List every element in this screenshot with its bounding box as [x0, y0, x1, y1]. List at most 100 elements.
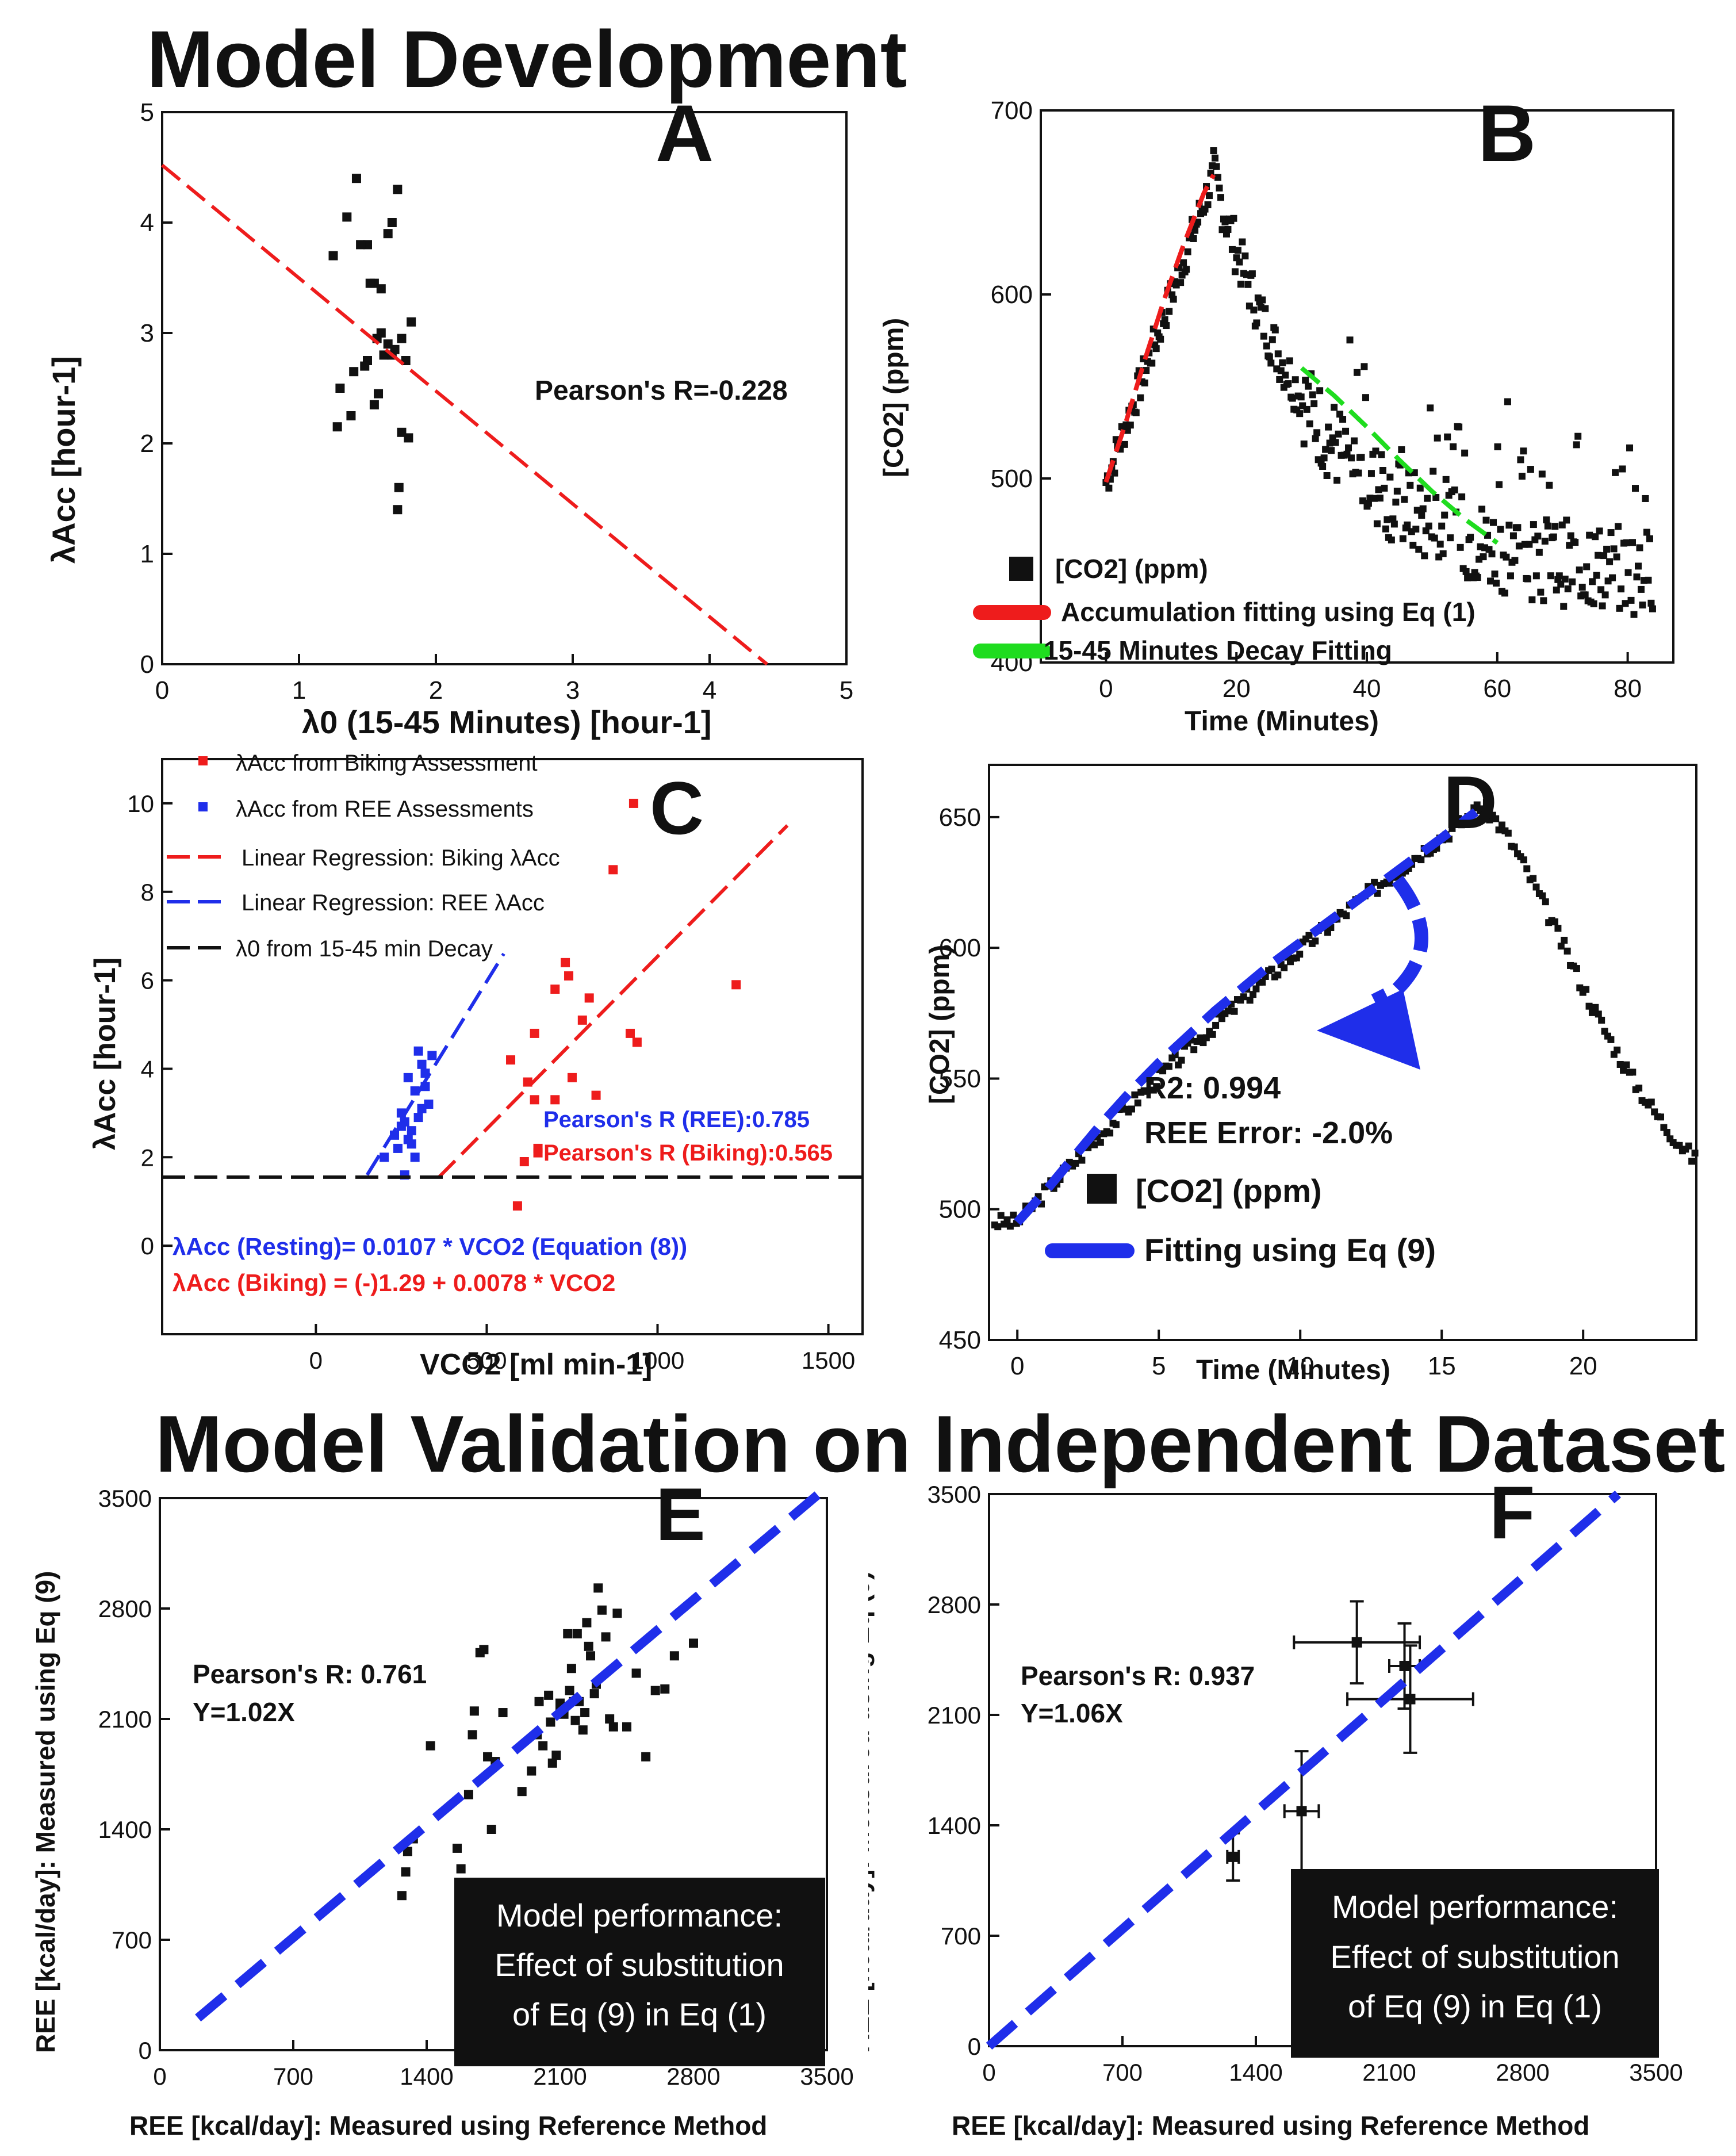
point-b-216 [1412, 526, 1420, 533]
point-b-343 [1595, 552, 1602, 559]
x-tick-label-d-1: 5 [1152, 1352, 1166, 1380]
point-b-92 [1234, 247, 1241, 254]
point-f-3 [1399, 1660, 1410, 1671]
point-b-303 [1537, 588, 1545, 596]
point-e-0-13 [486, 1825, 496, 1834]
point-d-26 [1072, 1159, 1079, 1167]
x-tick-label-b-0: 0 [1099, 675, 1113, 703]
point-b-372 [1636, 544, 1643, 552]
point-a-0-25 [383, 229, 393, 239]
point-b-233 [1436, 541, 1444, 548]
point-a-0-28 [407, 317, 416, 327]
point-e-0-50 [580, 1708, 590, 1718]
point-d-83 [1250, 991, 1257, 998]
point-b-212 [1407, 481, 1414, 489]
point-c-0-19 [512, 1201, 522, 1211]
panel-f-equation: Y=1.06X [1021, 1698, 1123, 1728]
point-d-52 [1153, 1083, 1160, 1090]
point-b-160 [1332, 439, 1339, 446]
plot-e: 0 700 1400 2100 2800 3500 0 700 1400 2100 2800 3500 [98, 1483, 854, 2090]
point-b-230 [1432, 493, 1440, 501]
x-tick-label-e-3: 2100 [533, 2063, 587, 2090]
point-b-282 [1507, 572, 1514, 580]
point-b-296 [1527, 466, 1534, 473]
panel-f-pearson: Pearson's R: 0.937 [1021, 1661, 1255, 1691]
point-d-44 [1128, 1105, 1135, 1113]
panel-a-pearson: Pearson's R=-0.228 [535, 376, 788, 406]
point-b-56 [1183, 266, 1190, 273]
point-d-60 [1178, 1056, 1185, 1064]
point-b-295 [1526, 541, 1533, 548]
plot-f: 0 700 1400 2100 2800 3500 0 700 1400 2100 2800 3500 [928, 1481, 1683, 2086]
point-d-176 [1539, 892, 1546, 899]
x-tick-label-c-0: 0 [309, 1347, 323, 1374]
point-b-135 [1296, 410, 1304, 418]
point-b-201 [1390, 520, 1398, 528]
point-b-278 [1501, 589, 1508, 597]
point-a-0-10 [335, 384, 345, 393]
x-tick-label-b-2: 40 [1353, 675, 1381, 703]
point-e-0-31 [578, 1725, 588, 1735]
point-b-320 [1561, 575, 1569, 583]
point-b-280 [1504, 398, 1511, 405]
y-tick-label-c-4: 8 [141, 879, 154, 906]
point-d-225 [1691, 1150, 1699, 1157]
point-c-0-17 [519, 1157, 529, 1166]
y-tick-label-a-5: 5 [140, 98, 154, 127]
point-c-0-14 [731, 980, 741, 990]
point-b-103 [1250, 307, 1258, 314]
point-d-98 [1296, 951, 1304, 958]
point-d-32 [1091, 1141, 1098, 1148]
point-b-322 [1564, 585, 1572, 592]
point-b-330 [1576, 566, 1583, 574]
point-b-234 [1438, 522, 1446, 530]
point-b-289 [1517, 456, 1524, 464]
point-b-61 [1190, 235, 1197, 242]
point-d-187 [1573, 965, 1580, 972]
point-b-13 [1121, 441, 1128, 448]
legend-d-co2: [CO2] (ppm) [1136, 1173, 1322, 1209]
panel-c-eq-resting: λAcc (Resting)= 0.0107 * VCO2 (Equation … [173, 1233, 687, 1260]
x-tick-label-f-0: 0 [982, 2059, 995, 2086]
x-tick-label-d-3: 15 [1428, 1352, 1456, 1380]
point-b-298 [1530, 521, 1537, 529]
y-tick-label-d-3: 600 [939, 934, 981, 962]
point-b-6 [1111, 469, 1118, 477]
point-b-115 [1267, 359, 1275, 367]
point-b-79 [1216, 184, 1223, 192]
x-tick-label-e-0: 0 [153, 2063, 166, 2090]
panel-d-arrow [1371, 875, 1428, 1007]
point-b-90 [1231, 268, 1239, 275]
point-b-237 [1442, 476, 1450, 483]
point-b-151 [1319, 463, 1327, 470]
point-b-366 [1627, 596, 1635, 604]
point-e-0-28 [570, 1715, 580, 1725]
point-b-153 [1322, 446, 1329, 453]
point-b-287 [1514, 524, 1522, 531]
point-d-77 [1231, 1008, 1238, 1015]
point-b-294 [1524, 575, 1531, 583]
point-b-208 [1401, 496, 1408, 503]
point-b-306 [1541, 537, 1549, 545]
point-b-243 [1451, 486, 1458, 493]
point-a-0-2 [351, 174, 361, 183]
point-b-218 [1415, 546, 1423, 553]
x-tick-label-f-4: 2800 [1496, 2059, 1549, 2086]
panel-f-label: F [1489, 1472, 1535, 1554]
point-b-142 [1306, 420, 1313, 428]
legend-c-marker-biking [198, 756, 208, 765]
point-d-165 [1504, 829, 1512, 837]
point-b-224 [1424, 495, 1431, 502]
point-d-82 [1246, 997, 1254, 1004]
x-tick-label-c-3: 1500 [802, 1347, 855, 1374]
point-d-173 [1530, 875, 1537, 882]
point-b-268 [1487, 577, 1494, 585]
point-c-0-7 [530, 1028, 539, 1038]
point-d-49 [1144, 1087, 1151, 1095]
y-tick-label-c-1: 2 [141, 1144, 154, 1171]
point-b-41 [1161, 316, 1168, 323]
line-c-2 [438, 824, 789, 1179]
point-c-0-5 [584, 993, 594, 1003]
point-b-171 [1348, 454, 1355, 462]
point-b-159 [1331, 404, 1338, 411]
